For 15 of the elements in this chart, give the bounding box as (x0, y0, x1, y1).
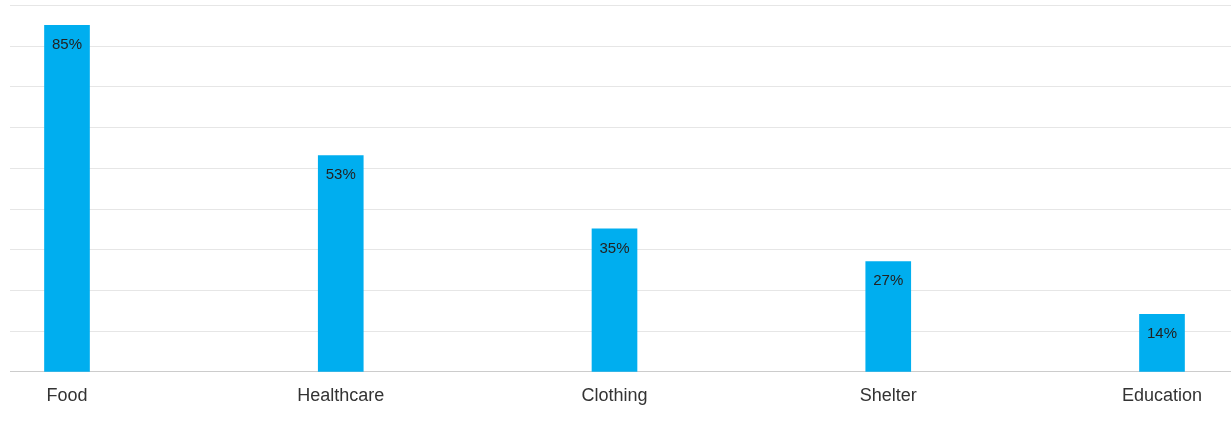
data-label: 53% (325, 165, 356, 183)
data-label: 27% (873, 271, 904, 289)
data-label: 85% (51, 35, 83, 52)
bar (865, 261, 912, 372)
bar (1139, 314, 1185, 372)
bar (44, 25, 90, 372)
x-tick-label: Shelter (859, 385, 917, 406)
bar (317, 155, 364, 372)
bar (591, 228, 638, 372)
x-tick-label: Education (1121, 385, 1203, 406)
x-tick-label: Food (46, 385, 88, 406)
x-tick-label: Clothing (581, 385, 648, 406)
data-label: 14% (1146, 324, 1178, 342)
data-label: 35% (599, 238, 630, 256)
x-tick-label: Healthcare (297, 385, 385, 406)
